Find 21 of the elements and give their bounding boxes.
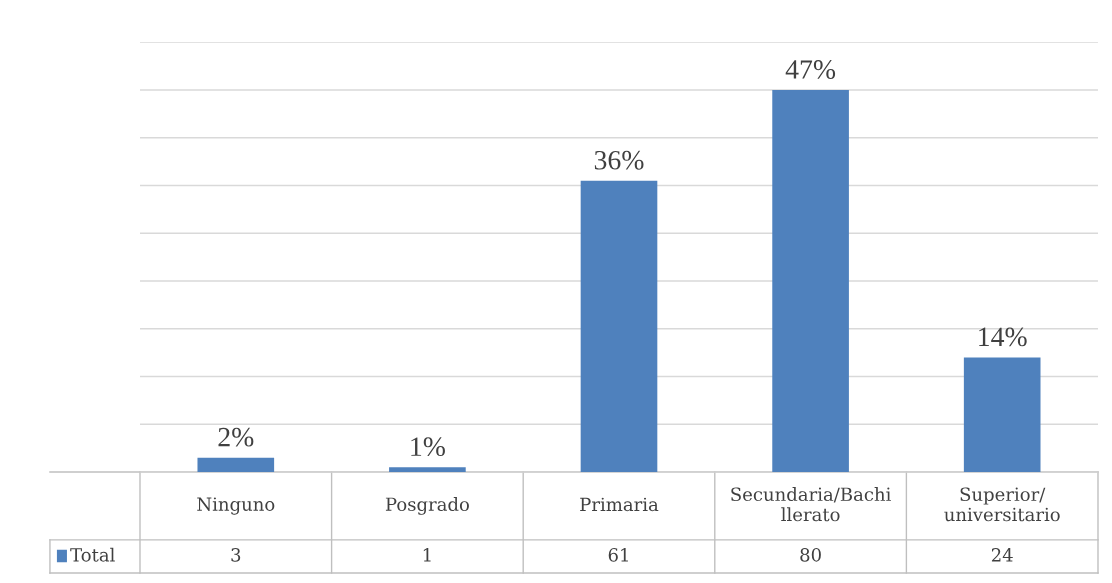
x-tick-label: Superior/ universitario <box>944 487 1060 522</box>
data-label: 3 <box>231 548 241 562</box>
x-tick-label: Secundaria/Bachi llerato <box>731 487 891 522</box>
legend-label: Total <box>70 547 115 562</box>
data-label: 61 <box>608 548 628 562</box>
bar <box>389 467 466 472</box>
data-label: 80 <box>800 548 821 562</box>
bar <box>197 457 275 472</box>
x-tick-label: Posgrado <box>385 497 469 515</box>
data-label: 24 <box>991 548 1013 562</box>
annotation: 1% <box>411 437 445 457</box>
annotation: 47% <box>785 60 836 79</box>
bar <box>580 180 658 472</box>
x-tick-label: Ninguno <box>197 497 275 515</box>
annotation: 36% <box>594 150 644 170</box>
bar <box>772 90 849 472</box>
x-tick-label: Primaria <box>580 497 659 512</box>
annotation: 14% <box>979 327 1027 347</box>
annotation: 2% <box>218 427 254 447</box>
bar <box>963 357 1041 472</box>
data-label: 1 <box>423 548 431 562</box>
